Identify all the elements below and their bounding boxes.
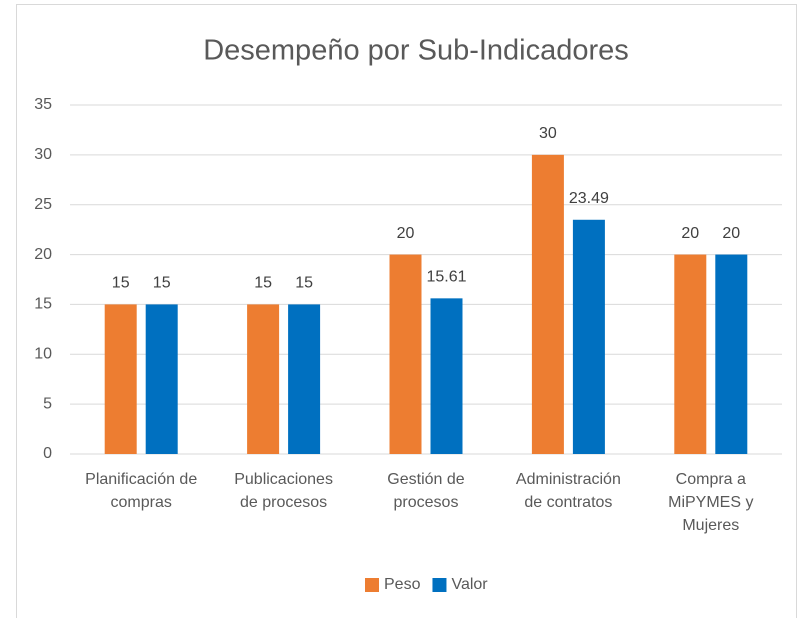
- x-tick-label: procesos: [394, 494, 459, 511]
- value-label: 15: [112, 275, 130, 292]
- bar: [389, 254, 422, 454]
- y-tick-label: 5: [43, 395, 52, 412]
- bar: [531, 154, 564, 454]
- value-label: 20: [681, 225, 699, 242]
- y-tick-label: 10: [34, 346, 52, 363]
- y-tick-label: 0: [43, 445, 52, 462]
- bar: [715, 254, 748, 454]
- value-label: 15: [153, 275, 171, 292]
- x-tick-label: compras: [111, 494, 172, 511]
- x-tick-label: Planificación de: [85, 471, 197, 488]
- y-tick-label: 35: [34, 96, 52, 113]
- value-label: 30: [539, 125, 557, 142]
- legend-label: Valor: [451, 576, 488, 593]
- x-tick-label: MiPYMES y: [668, 494, 753, 511]
- value-label: 20: [397, 225, 415, 242]
- bar: [104, 304, 137, 454]
- value-label: 20: [722, 225, 740, 242]
- y-tick-label: 25: [34, 196, 52, 213]
- x-tick-label: Compra a: [676, 471, 746, 488]
- x-tick-label: de procesos: [240, 494, 327, 511]
- x-tick-label: Mujeres: [682, 517, 739, 534]
- legend-swatch: [432, 578, 447, 592]
- legend-label: Peso: [384, 576, 421, 593]
- bar: [247, 304, 280, 454]
- bar: [288, 304, 321, 454]
- chart-title: Desempeño por Sub-Indicadores: [203, 35, 629, 67]
- bar: [572, 219, 605, 454]
- y-tick-label: 20: [34, 246, 52, 263]
- x-tick-label: Gestión de: [387, 471, 464, 488]
- value-label: 15: [254, 275, 272, 292]
- x-tick-label: de contratos: [524, 494, 612, 511]
- bar: [674, 254, 707, 454]
- bar: [430, 298, 463, 454]
- y-tick-label: 30: [34, 146, 52, 163]
- x-tick-label: Publicaciones: [234, 471, 333, 488]
- bar: [145, 304, 178, 454]
- x-tick-label: Administración: [516, 471, 621, 488]
- y-tick-label: 15: [34, 296, 52, 313]
- legend-swatch: [365, 578, 379, 592]
- value-label: 15: [295, 275, 313, 292]
- value-label: 15.61: [426, 269, 466, 286]
- value-label: 23.49: [569, 190, 609, 207]
